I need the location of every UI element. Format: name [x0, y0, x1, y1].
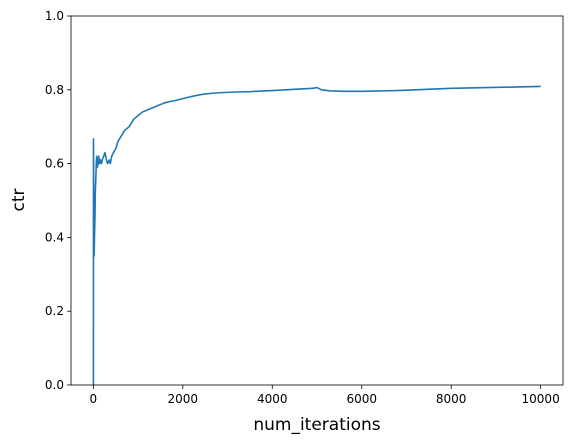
x-axis-ticks: 0 2000 4000 6000 8000 10000 — [90, 385, 560, 406]
x-tick-label: 0 — [90, 392, 98, 406]
x-axis-label: num_iterations — [253, 415, 380, 435]
x-tick-label: 2000 — [168, 392, 199, 406]
x-tick-label: 4000 — [257, 392, 288, 406]
series-line — [92, 85, 541, 386]
y-tick-label: 0.8 — [45, 83, 64, 97]
y-tick-label: 0.4 — [45, 230, 64, 244]
x-tick-label: 6000 — [346, 392, 377, 406]
y-tick-label: 1.0 — [45, 9, 64, 23]
y-axis-ticks: 0.0 0.2 0.4 0.6 0.8 1.0 — [45, 9, 71, 392]
x-tick-label: 8000 — [436, 392, 467, 406]
y-tick-label: 0.0 — [45, 378, 64, 392]
y-axis-label: ctr — [9, 188, 29, 211]
plot-area — [71, 16, 563, 385]
y-tick-label: 0.6 — [45, 157, 64, 171]
x-tick-label: 10000 — [522, 392, 560, 406]
series-layer — [92, 85, 541, 386]
plot-frame — [70, 15, 564, 386]
y-tick-label: 0.2 — [45, 304, 64, 318]
